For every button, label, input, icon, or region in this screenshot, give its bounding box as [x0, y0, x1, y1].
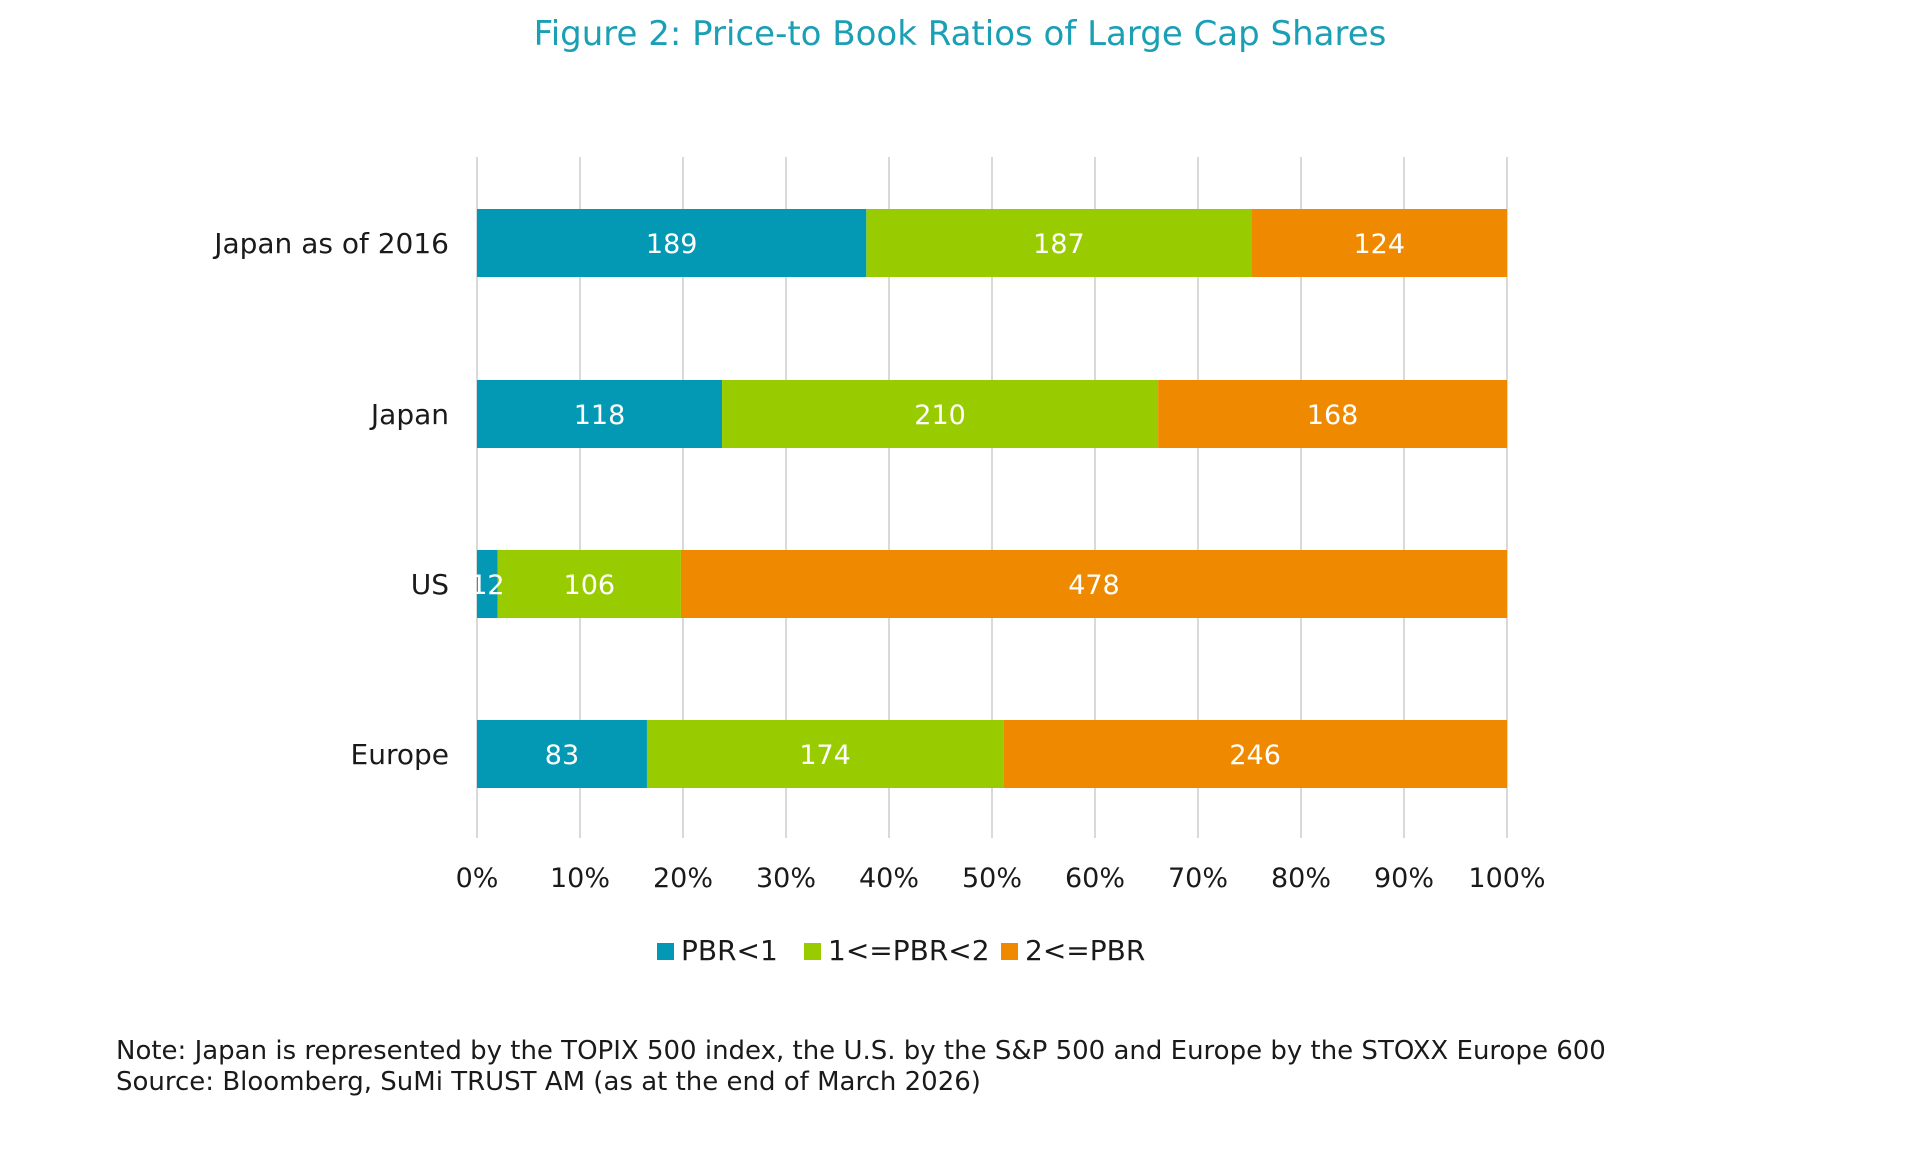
x-tick-label: 40% — [859, 863, 919, 894]
x-tick-label: 30% — [756, 863, 816, 894]
data-label: 187 — [1033, 229, 1085, 260]
category-label: Europe — [351, 738, 449, 771]
data-label: 12 — [470, 570, 504, 601]
legend-label: 1<=PBR<2 — [828, 934, 990, 967]
bar-segment — [866, 209, 1252, 277]
data-label: 83 — [545, 740, 579, 771]
x-tick-label: 70% — [1168, 863, 1228, 894]
x-tick-label: 10% — [550, 863, 610, 894]
data-label: 168 — [1307, 400, 1359, 431]
category-labels: Japan as of 2016 Japan US Europe — [212, 227, 449, 771]
x-tick-label: 60% — [1065, 863, 1125, 894]
legend-label: PBR<1 — [681, 934, 778, 967]
x-tick-label: 100% — [1468, 863, 1545, 894]
data-label: 118 — [574, 400, 626, 431]
note-text: Note: Japan is represented by the TOPIX … — [116, 1036, 1606, 1066]
bar-segment — [1251, 209, 1507, 277]
legend-swatch — [804, 943, 821, 960]
data-label: 210 — [914, 400, 966, 431]
category-label: US — [411, 568, 449, 601]
bar-segment — [1003, 720, 1507, 788]
bar-segment — [680, 550, 1507, 618]
bar-segment — [477, 720, 647, 788]
legend: PBR<1 1<=PBR<2 2<=PBR — [657, 934, 1145, 967]
bar-segment — [477, 209, 867, 277]
category-label: Japan as of 2016 — [212, 227, 449, 260]
bar-segment — [497, 550, 681, 618]
x-axis-tick-labels: 0% 10% 20% 30% 40% 50% 60% 70% 80% 90% 100% — [456, 863, 1546, 894]
source-text: Source: Bloomberg, SuMi TRUST AM (as at … — [116, 1067, 981, 1097]
chart-title: Figure 2: Price-to Book Ratios of Large … — [533, 14, 1387, 54]
x-tick-label: 0% — [456, 863, 499, 894]
data-label: 174 — [799, 740, 851, 771]
legend-swatch — [657, 943, 674, 960]
x-tick-label: 90% — [1374, 863, 1434, 894]
bar-segment — [722, 380, 1159, 448]
data-label: 124 — [1354, 229, 1406, 260]
legend-swatch — [1001, 943, 1018, 960]
category-label: Japan — [369, 398, 449, 431]
bar-segments — [477, 209, 1507, 788]
x-tick-label: 80% — [1271, 863, 1331, 894]
bar-segment — [646, 720, 1004, 788]
bar-segment — [477, 380, 723, 448]
data-label: 189 — [646, 229, 698, 260]
data-label: 106 — [564, 570, 616, 601]
bar-segment — [1158, 380, 1507, 448]
data-labels: 189 187 124 118 210 168 12 106 478 83 174 246 — [470, 229, 1405, 771]
legend-label: 2<=PBR — [1025, 934, 1145, 967]
data-label: 478 — [1068, 570, 1120, 601]
x-tick-label: 50% — [962, 863, 1022, 894]
chart-notes: Note: Japan is represented by the TOPIX … — [116, 1036, 1606, 1098]
data-label: 246 — [1229, 740, 1281, 771]
x-tick-label: 20% — [653, 863, 713, 894]
bar-segment — [477, 550, 498, 618]
